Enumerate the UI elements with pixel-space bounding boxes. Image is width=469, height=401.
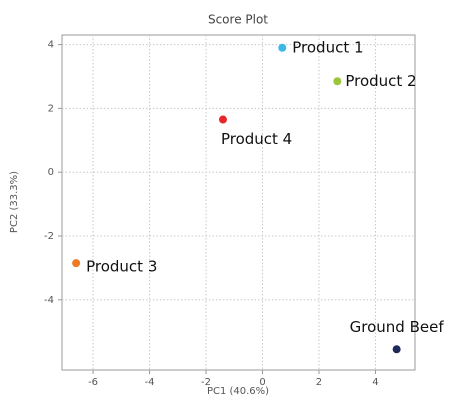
y-tick-label: 4 xyxy=(48,40,54,51)
point xyxy=(278,43,287,52)
x-tick-label: 4 xyxy=(372,377,378,388)
y-axis-label: PC2 (33.3%) xyxy=(9,171,20,233)
x-tick-label: -4 xyxy=(145,377,155,388)
point-label: Product 1 xyxy=(292,38,363,56)
point-label: Ground Beef xyxy=(350,318,445,336)
x-tick-label: 0 xyxy=(259,377,265,388)
y-tick-label: -2 xyxy=(44,231,54,242)
chart-title: Score Plot xyxy=(208,13,268,27)
x-tick-label: -6 xyxy=(88,377,98,388)
point xyxy=(392,345,401,354)
y-tick-label: 0 xyxy=(48,167,54,178)
point-label: Product 3 xyxy=(86,258,157,276)
x-axis-label: PC1 (40.6%) xyxy=(207,386,269,397)
point xyxy=(333,77,342,86)
point xyxy=(72,259,81,268)
x-tick-label: -2 xyxy=(201,377,211,388)
x-tick-label: 2 xyxy=(316,377,322,388)
y-tick-label: -4 xyxy=(44,295,54,306)
point-label: Product 4 xyxy=(221,130,292,148)
plot-frame xyxy=(61,34,416,371)
y-tick-label: 2 xyxy=(48,103,54,114)
point xyxy=(218,115,227,124)
point-label: Product 2 xyxy=(345,72,416,90)
